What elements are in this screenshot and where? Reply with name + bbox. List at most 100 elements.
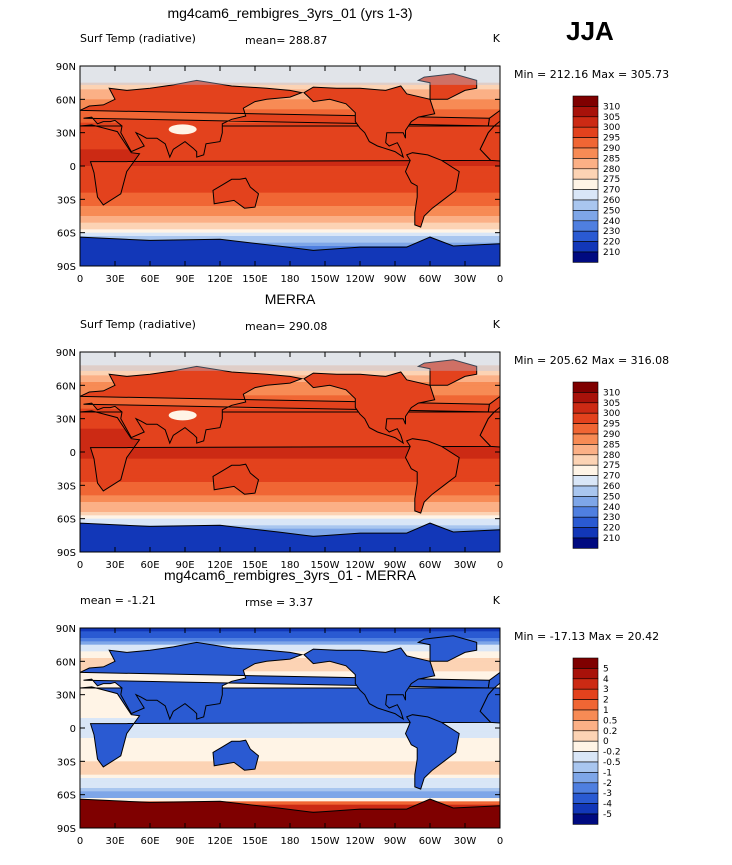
field-band <box>80 355 500 360</box>
field-band <box>80 748 500 752</box>
field-band <box>80 634 500 639</box>
colorbar-box <box>572 126 599 138</box>
continent-outline-wrap <box>487 671 500 689</box>
field-band <box>80 239 500 244</box>
field-band <box>80 86 500 90</box>
colorbar-label: 0.2 <box>603 727 617 737</box>
field-band <box>80 169 500 174</box>
colorbar-label: 310 <box>603 388 620 398</box>
colorbar-label: 290 <box>603 144 620 154</box>
field-band <box>80 192 500 197</box>
continent-outline <box>404 152 460 228</box>
colorbar-box <box>572 230 599 242</box>
field-band <box>80 502 500 506</box>
x-tick-label: 90W <box>384 560 407 571</box>
colorbar-label: 0.5 <box>603 716 617 726</box>
y-tick-label: 0 <box>70 162 76 173</box>
field-band <box>80 106 500 110</box>
x-tick-label: 0 <box>77 274 83 285</box>
panel-center-label: mean= 290.08 <box>245 320 327 333</box>
field-band <box>80 784 500 789</box>
x-tick-label: 0 <box>497 274 503 285</box>
colorbar-box <box>572 537 599 549</box>
x-tick-label: 0 <box>497 560 503 571</box>
panel-left-label: Surf Temp (radiative) <box>80 32 196 45</box>
field-band <box>80 475 500 480</box>
field-band <box>80 368 500 373</box>
field-band <box>80 222 500 227</box>
colorbar-box <box>572 444 599 456</box>
colorbar-box <box>572 158 599 170</box>
y-tick-label: 60N <box>56 657 76 668</box>
field-band <box>80 216 500 220</box>
x-tick-label: 180 <box>280 560 299 571</box>
x-tick-label: 90E <box>175 274 194 285</box>
x-tick-label: 180 <box>280 836 299 847</box>
field-band <box>80 468 500 473</box>
field-band <box>80 744 500 749</box>
field-band <box>80 219 500 224</box>
field-band <box>80 242 500 247</box>
colorbar-label: -0.5 <box>603 758 621 768</box>
continent-outline <box>303 647 436 721</box>
x-tick-label: 150E <box>242 560 267 571</box>
x-tick-label: 30W <box>454 274 477 285</box>
colorbar-box <box>572 433 599 445</box>
y-tick-label: 0 <box>70 448 76 459</box>
continent-outline <box>212 177 260 209</box>
colorbar-label: 310 <box>603 102 620 112</box>
colorbar-label: 275 <box>603 461 620 471</box>
field-band <box>80 525 500 530</box>
colorbar-label: 4 <box>603 675 609 685</box>
colorbar-label: -3 <box>603 789 612 799</box>
field-band <box>80 189 500 194</box>
x-tick-label: 150E <box>242 274 267 285</box>
y-tick-label: 30S <box>57 195 76 206</box>
field-band <box>80 758 500 762</box>
x-tick-label: 0 <box>77 560 83 571</box>
panel-units-label: K <box>493 594 501 607</box>
field-band <box>80 202 500 207</box>
panel-center-label: rmse = 3.37 <box>245 596 313 609</box>
colorbar-label: 295 <box>603 134 620 144</box>
colorbar-label: 305 <box>603 113 620 123</box>
x-tick-label: 60W <box>419 836 442 847</box>
field-band <box>80 771 500 776</box>
field-band <box>80 641 500 646</box>
colorbar-box <box>572 106 599 118</box>
x-tick-label: 30W <box>454 560 477 571</box>
x-tick-label: 120W <box>346 560 375 571</box>
colorbar-box <box>572 95 599 107</box>
panel-left-label: Surf Temp (radiative) <box>80 318 196 331</box>
y-tick-label: 30S <box>57 757 76 768</box>
colorbar-label: -4 <box>603 800 612 810</box>
colorbar-label: 3 <box>603 685 609 695</box>
plateau-feature <box>168 124 197 135</box>
field-band <box>80 372 500 376</box>
continent-outline <box>416 359 478 386</box>
colorbar-box <box>572 761 599 773</box>
panel-min-max-label: Min = -17.13 Max = 20.42 <box>514 630 659 643</box>
field-band <box>80 82 500 87</box>
colorbar-box <box>572 147 599 159</box>
colorbar-label: 300 <box>603 409 620 419</box>
field-band <box>80 199 500 204</box>
panel-2: MERRA Surf Temp (radiative) mean= 290.08 K M… <box>56 291 669 571</box>
y-tick-label: 60N <box>56 95 76 106</box>
field-band <box>80 109 500 114</box>
field-band <box>80 388 500 393</box>
continent-outline <box>80 365 495 445</box>
y-tick-label: 60S <box>57 229 76 240</box>
colorbar-box <box>572 199 599 211</box>
colorbar-box <box>572 740 599 752</box>
colorbar-label: 220 <box>603 238 620 248</box>
colorbar-box <box>572 423 599 435</box>
colorbar-label: 280 <box>603 451 620 461</box>
field-band <box>80 661 500 666</box>
x-tick-label: 120W <box>346 274 375 285</box>
continent-outline <box>404 714 460 790</box>
colorbar-box <box>572 454 599 466</box>
x-tick-label: 60E <box>140 560 159 571</box>
colorbar-label: 1 <box>603 706 609 716</box>
x-tick-label: 60W <box>419 560 442 571</box>
